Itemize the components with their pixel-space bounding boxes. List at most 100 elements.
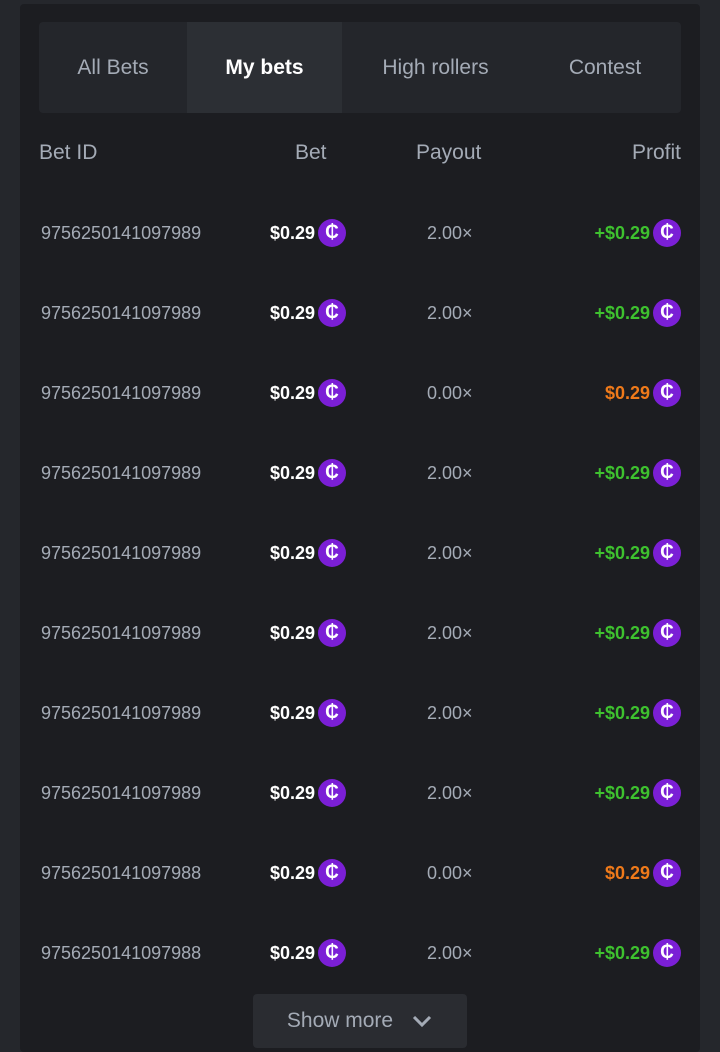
- profit: +$0.29 ₵: [594, 933, 681, 973]
- bet-id[interactable]: 9756250141097988: [41, 862, 202, 883]
- chevron-down-icon: [413, 1015, 432, 1028]
- col-profit: Profit: [631, 141, 681, 164]
- profit: +$0.29 ₵: [594, 453, 681, 493]
- bet-id[interactable]: 9756250141097989: [41, 782, 202, 803]
- bet-value: $0.29: [270, 382, 316, 403]
- profit: +$0.29 ₵: [594, 773, 681, 813]
- profit-value: $0.29: [604, 382, 650, 403]
- tab-my-bets[interactable]: My bets: [187, 22, 342, 113]
- bet-id[interactable]: 9756250141097988: [41, 942, 202, 963]
- coin-icon: ₵: [318, 619, 347, 647]
- coin-icon: ₵: [318, 699, 347, 727]
- bet-value: $0.29: [270, 542, 316, 563]
- coin-icon: ₵: [318, 859, 347, 887]
- table-row[interactable]: 9756250141097989 $0.29 ₵ 2.00× +$0.29 ₵: [39, 533, 681, 573]
- show-more-button[interactable]: Show more: [253, 994, 467, 1048]
- tab-contest[interactable]: Contest: [568, 55, 642, 79]
- col-bet: Bet: [295, 141, 327, 164]
- payout: 2.00×: [427, 542, 473, 563]
- bet-amount: $0.29 ₵: [270, 693, 347, 733]
- table-row[interactable]: 9756250141097989 $0.29 ₵ 2.00× +$0.29 ₵: [39, 293, 681, 333]
- payout: 2.00×: [427, 622, 473, 643]
- coin-icon: ₵: [318, 219, 347, 247]
- bet-value: $0.29: [270, 862, 316, 883]
- bets-tabs: All Bets My bets High rollers Contest: [39, 22, 681, 113]
- bet-value: $0.29: [270, 622, 316, 643]
- col-bet-id: Bet ID: [39, 141, 98, 164]
- payout: 2.00×: [427, 782, 473, 803]
- bet-amount: $0.29 ₵: [270, 613, 347, 653]
- bet-value: $0.29: [270, 702, 316, 723]
- payout: 2.00×: [427, 222, 473, 243]
- bet-amount: $0.29 ₵: [270, 453, 347, 493]
- table-row[interactable]: 9756250141097989 $0.29 ₵ 2.00× +$0.29 ₵: [39, 453, 681, 493]
- coin-icon: ₵: [318, 779, 347, 807]
- table-row[interactable]: 9756250141097989 $0.29 ₵ 0.00× $0.29 ₵: [39, 373, 681, 413]
- bet-id[interactable]: 9756250141097989: [41, 462, 202, 483]
- profit: +$0.29 ₵: [594, 213, 681, 253]
- payout: 2.00×: [427, 702, 473, 723]
- bet-value: $0.29: [270, 302, 316, 323]
- profit: +$0.29 ₵: [594, 293, 681, 333]
- bet-id[interactable]: 9756250141097989: [41, 302, 202, 323]
- col-payout: Payout: [416, 141, 482, 164]
- profit-value: $0.29: [604, 862, 650, 883]
- table-header: Bet ID Bet Payout Profit: [39, 141, 681, 171]
- bet-value: $0.29: [270, 782, 316, 803]
- bet-amount: $0.29 ₵: [270, 213, 347, 253]
- coin-icon: ₵: [653, 219, 681, 247]
- profit-value: +$0.29: [594, 702, 650, 723]
- bet-value: $0.29: [270, 942, 316, 963]
- table-row[interactable]: 9756250141097989 $0.29 ₵ 2.00× +$0.29 ₵: [39, 613, 681, 653]
- bet-amount: $0.29 ₵: [270, 933, 347, 973]
- coin-icon: ₵: [318, 939, 347, 967]
- bet-id[interactable]: 9756250141097989: [41, 622, 202, 643]
- bets-panel: All Bets My bets High rollers Contest Be…: [20, 4, 700, 1052]
- profit-value: +$0.29: [594, 782, 650, 803]
- profit-value: +$0.29: [594, 542, 650, 563]
- show-more-label: Show more: [286, 1009, 394, 1032]
- tab-high-rollers[interactable]: High rollers: [382, 55, 489, 79]
- payout: 0.00×: [427, 862, 473, 883]
- profit: +$0.29 ₵: [594, 533, 681, 573]
- bet-amount: $0.29 ₵: [270, 773, 347, 813]
- coin-icon: ₵: [653, 699, 681, 727]
- table-row[interactable]: 9756250141097988 $0.29 ₵ 0.00× $0.29 ₵: [39, 853, 681, 893]
- profit-value: +$0.29: [594, 462, 650, 483]
- profit-value: +$0.29: [594, 222, 650, 243]
- coin-icon: ₵: [653, 859, 681, 887]
- tab-all-bets[interactable]: All Bets: [77, 55, 149, 79]
- coin-icon: ₵: [318, 459, 347, 487]
- bet-id[interactable]: 9756250141097989: [41, 702, 202, 723]
- bet-id[interactable]: 9756250141097989: [41, 222, 202, 243]
- bet-amount: $0.29 ₵: [270, 293, 347, 333]
- profit: $0.29 ₵: [605, 373, 681, 413]
- table-row[interactable]: 9756250141097989 $0.29 ₵ 2.00× +$0.29 ₵: [39, 773, 681, 813]
- profit-value: +$0.29: [594, 302, 650, 323]
- coin-icon: ₵: [653, 539, 681, 567]
- profit: $0.29 ₵: [605, 853, 681, 893]
- table-row[interactable]: 9756250141097989 $0.29 ₵ 2.00× +$0.29 ₵: [39, 213, 681, 253]
- bet-amount: $0.29 ₵: [270, 533, 347, 573]
- coin-icon: ₵: [653, 939, 681, 967]
- coin-icon: ₵: [318, 539, 347, 567]
- coin-icon: ₵: [653, 619, 681, 647]
- profit: +$0.29 ₵: [594, 693, 681, 733]
- table-row[interactable]: 9756250141097988 $0.29 ₵ 2.00× +$0.29 ₵: [39, 933, 681, 973]
- coin-icon: ₵: [318, 379, 347, 407]
- bet-id[interactable]: 9756250141097989: [41, 382, 202, 403]
- profit-value: +$0.29: [594, 622, 650, 643]
- payout: 0.00×: [427, 382, 473, 403]
- payout: 2.00×: [427, 942, 473, 963]
- coin-icon: ₵: [653, 779, 681, 807]
- coin-icon: ₵: [653, 459, 681, 487]
- profit-value: +$0.29: [594, 942, 650, 963]
- coin-icon: ₵: [318, 299, 347, 327]
- bet-id[interactable]: 9756250141097989: [41, 542, 202, 563]
- bet-value: $0.29: [270, 462, 316, 483]
- bet-value: $0.29: [270, 222, 316, 243]
- table-row[interactable]: 9756250141097989 $0.29 ₵ 2.00× +$0.29 ₵: [39, 693, 681, 733]
- profit: +$0.29 ₵: [594, 613, 681, 653]
- coin-icon: ₵: [653, 299, 681, 327]
- payout: 2.00×: [427, 462, 473, 483]
